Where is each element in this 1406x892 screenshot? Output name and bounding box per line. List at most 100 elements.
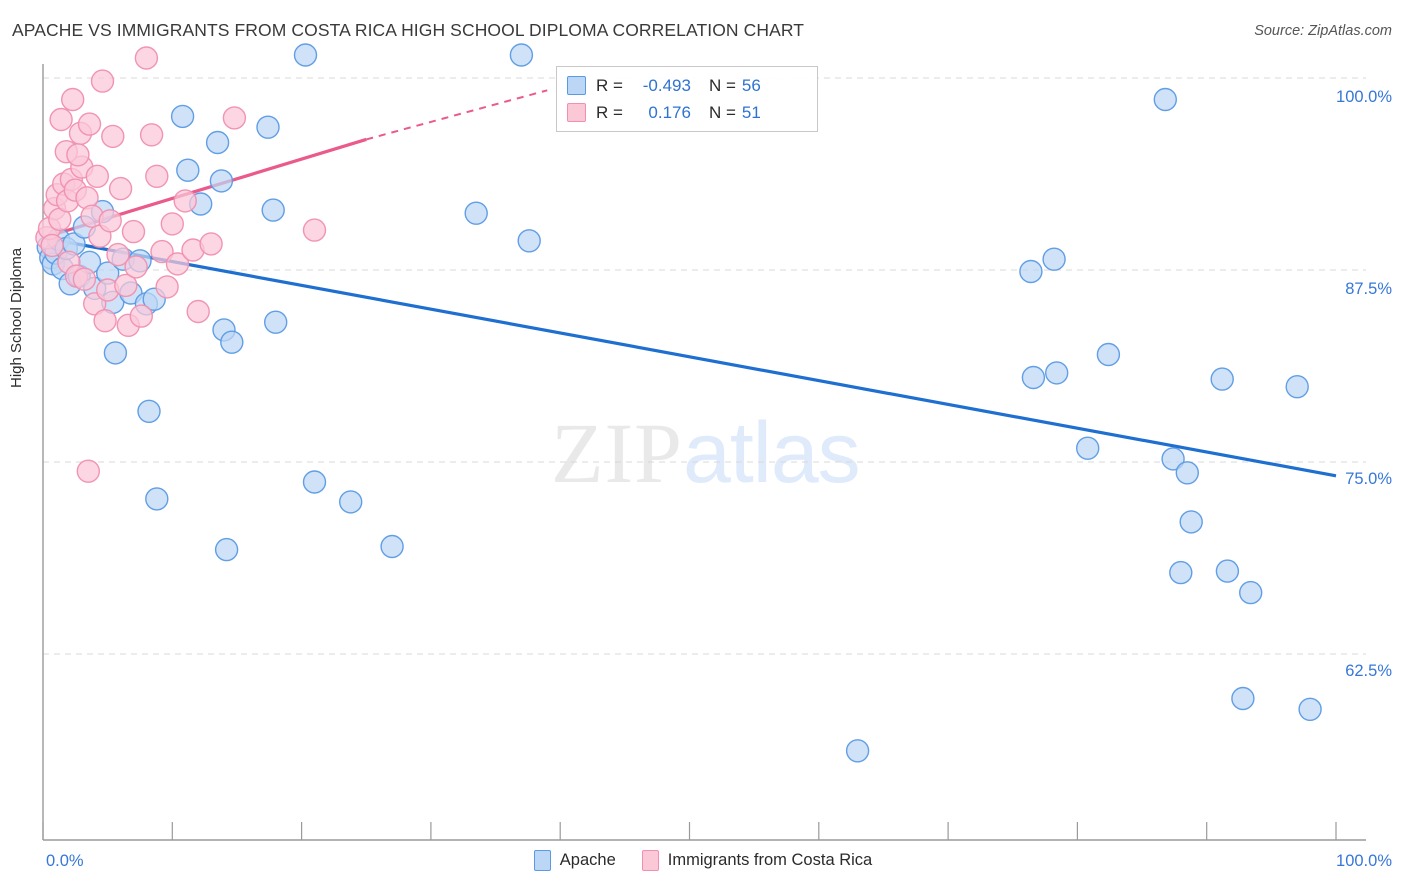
data-point-apache-39[interactable] bbox=[464, 201, 488, 225]
data-point-apache-48[interactable] bbox=[1096, 342, 1121, 367]
data-point-apache-45[interactable] bbox=[1021, 365, 1046, 390]
data-point-immigrants-from-costa-rica-22[interactable] bbox=[106, 242, 130, 267]
data-point-apache-25[interactable] bbox=[176, 158, 200, 182]
legend-label-apache: Apache bbox=[559, 851, 616, 869]
legend-item-costa-rica[interactable]: Immigrants from Costa Rica bbox=[641, 850, 873, 871]
r-value-apache: -0.493 bbox=[642, 75, 691, 95]
data-point-immigrants-from-costa-rica-40[interactable] bbox=[150, 239, 174, 264]
data-point-immigrants-from-costa-rica-19[interactable] bbox=[93, 309, 117, 333]
data-point-apache-35[interactable] bbox=[293, 43, 318, 67]
trend-lines bbox=[42, 89, 1337, 478]
data-point-immigrants-from-costa-rica-29[interactable] bbox=[49, 107, 73, 132]
n-label-apache: N = bbox=[708, 75, 736, 95]
data-point-apache-23[interactable] bbox=[145, 487, 169, 511]
data-point-immigrants-from-costa-rica-2[interactable] bbox=[40, 233, 64, 258]
series-swatch-costa-rica-icon bbox=[567, 103, 586, 122]
data-point-immigrants-from-costa-rica-38[interactable] bbox=[139, 123, 164, 147]
r-value-costa-rica: 0.176 bbox=[648, 102, 691, 122]
data-point-apache-33[interactable] bbox=[261, 198, 285, 222]
data-point-apache-37[interactable] bbox=[339, 490, 363, 514]
source-attribution: Source: ZipAtlas.com bbox=[1254, 23, 1392, 39]
data-point-apache-58[interactable] bbox=[1285, 375, 1309, 399]
data-point-apache-50[interactable] bbox=[1161, 447, 1185, 471]
chart-legend: Apache Immigrants from Costa Rica bbox=[0, 850, 1406, 871]
correlation-stats-box: R = -0.493 N = 56 R = 0.176 N = 51 bbox=[556, 66, 818, 132]
gridlines bbox=[43, 77, 1366, 655]
data-point-immigrants-from-costa-rica-42[interactable] bbox=[160, 212, 185, 236]
data-point-apache-41[interactable] bbox=[517, 229, 541, 253]
data-point-immigrants-from-costa-rica-36[interactable] bbox=[101, 124, 125, 149]
data-point-immigrants-from-costa-rica-48[interactable] bbox=[222, 106, 247, 130]
data-point-apache-59[interactable] bbox=[1298, 697, 1322, 721]
data-point-immigrants-from-costa-rica-27[interactable] bbox=[124, 255, 148, 279]
page-title: APACHE VS IMMIGRANTS FROM COSTA RICA HIG… bbox=[12, 20, 805, 40]
data-point-apache-40[interactable] bbox=[509, 43, 534, 67]
x-tick-label-min: 0.0% bbox=[46, 852, 84, 870]
data-point-immigrants-from-costa-rica-49[interactable] bbox=[76, 459, 101, 483]
data-point-apache-43[interactable] bbox=[1019, 259, 1043, 284]
data-point-immigrants-from-costa-rica-32[interactable] bbox=[77, 112, 102, 136]
data-point-apache-52[interactable] bbox=[1179, 510, 1203, 534]
data-point-apache-27[interactable] bbox=[205, 130, 230, 155]
data-point-apache-30[interactable] bbox=[220, 330, 244, 354]
legend-swatch-costa-rica-icon bbox=[641, 850, 659, 871]
data-point-immigrants-from-costa-rica-34[interactable] bbox=[66, 143, 90, 167]
data-point-apache-28[interactable] bbox=[209, 169, 234, 193]
data-point-apache-49[interactable] bbox=[1153, 87, 1178, 112]
data-point-immigrants-from-costa-rica-37[interactable] bbox=[134, 46, 159, 70]
r-label-apache: R = bbox=[596, 75, 623, 95]
data-point-immigrants-from-costa-rica-20[interactable] bbox=[98, 209, 122, 233]
data-point-immigrants-from-costa-rica-35[interactable] bbox=[90, 69, 115, 93]
trend-line-apache bbox=[42, 236, 1337, 478]
data-point-apache-36[interactable] bbox=[302, 470, 327, 494]
data-point-apache-57[interactable] bbox=[1231, 686, 1255, 711]
legend-item-apache[interactable]: Apache bbox=[533, 850, 616, 871]
r-label-costa-rica: R = bbox=[596, 102, 623, 122]
data-point-apache-34[interactable] bbox=[264, 310, 288, 334]
data-point-apache-16[interactable] bbox=[103, 341, 128, 365]
data-point-immigrants-from-costa-rica-46[interactable] bbox=[186, 299, 210, 324]
legend-swatch-apache-icon bbox=[533, 850, 551, 871]
data-point-apache-42[interactable] bbox=[845, 739, 870, 763]
data-point-immigrants-from-costa-rica-26[interactable] bbox=[121, 219, 146, 244]
data-point-immigrants-from-costa-rica-47[interactable] bbox=[199, 232, 223, 256]
axes bbox=[42, 64, 1366, 841]
data-point-immigrants-from-costa-rica-23[interactable] bbox=[108, 176, 133, 201]
y-tick-label-2: 75.0% bbox=[1345, 470, 1392, 488]
data-point-apache-56[interactable] bbox=[1238, 580, 1263, 605]
n-value-costa-rica: 51 bbox=[741, 102, 761, 122]
data-point-apache-47[interactable] bbox=[1075, 436, 1100, 460]
data-point-immigrants-from-costa-rica-44[interactable] bbox=[173, 189, 197, 213]
data-point-immigrants-from-costa-rica-30[interactable] bbox=[60, 87, 85, 112]
data-point-apache-55[interactable] bbox=[1215, 559, 1240, 583]
data-point-apache-32[interactable] bbox=[256, 115, 280, 139]
stats-row-apache: R = -0.493 N = 56 bbox=[567, 72, 809, 99]
y-tick-label-1: 87.5% bbox=[1345, 280, 1392, 298]
y-tick-label-3: 62.5% bbox=[1345, 662, 1392, 680]
data-point-apache-54[interactable] bbox=[1210, 367, 1234, 391]
data-points bbox=[35, 43, 1322, 763]
data-point-apache-22[interactable] bbox=[137, 399, 161, 423]
data-point-apache-38[interactable] bbox=[380, 534, 404, 559]
data-point-immigrants-from-costa-rica-41[interactable] bbox=[155, 275, 179, 299]
legend-label-costa-rica: Immigrants from Costa Rica bbox=[667, 851, 873, 869]
series-swatch-apache-icon bbox=[567, 76, 586, 95]
data-point-apache-31[interactable] bbox=[214, 537, 239, 562]
trend-line-dashed-immigrants-from-costa-rica bbox=[365, 89, 548, 141]
data-point-apache-44[interactable] bbox=[1042, 247, 1066, 271]
data-point-immigrants-from-costa-rica-43[interactable] bbox=[165, 252, 190, 276]
data-point-immigrants-from-costa-rica-16[interactable] bbox=[85, 164, 110, 189]
data-point-apache-51[interactable] bbox=[1175, 461, 1200, 485]
data-point-immigrants-from-costa-rica-28[interactable] bbox=[129, 304, 154, 328]
data-point-immigrants-from-costa-rica-24[interactable] bbox=[114, 273, 138, 298]
data-point-apache-53[interactable] bbox=[1169, 560, 1193, 585]
data-point-immigrants-from-costa-rica-14[interactable] bbox=[72, 267, 97, 291]
data-point-apache-24[interactable] bbox=[170, 104, 195, 129]
data-point-immigrants-from-costa-rica-39[interactable] bbox=[145, 164, 169, 189]
data-point-apache-46[interactable] bbox=[1044, 361, 1069, 385]
data-point-immigrants-from-costa-rica-50[interactable] bbox=[302, 218, 327, 242]
y-tick-label-0: 100.0% bbox=[1336, 88, 1392, 106]
n-value-apache: 56 bbox=[741, 75, 761, 95]
